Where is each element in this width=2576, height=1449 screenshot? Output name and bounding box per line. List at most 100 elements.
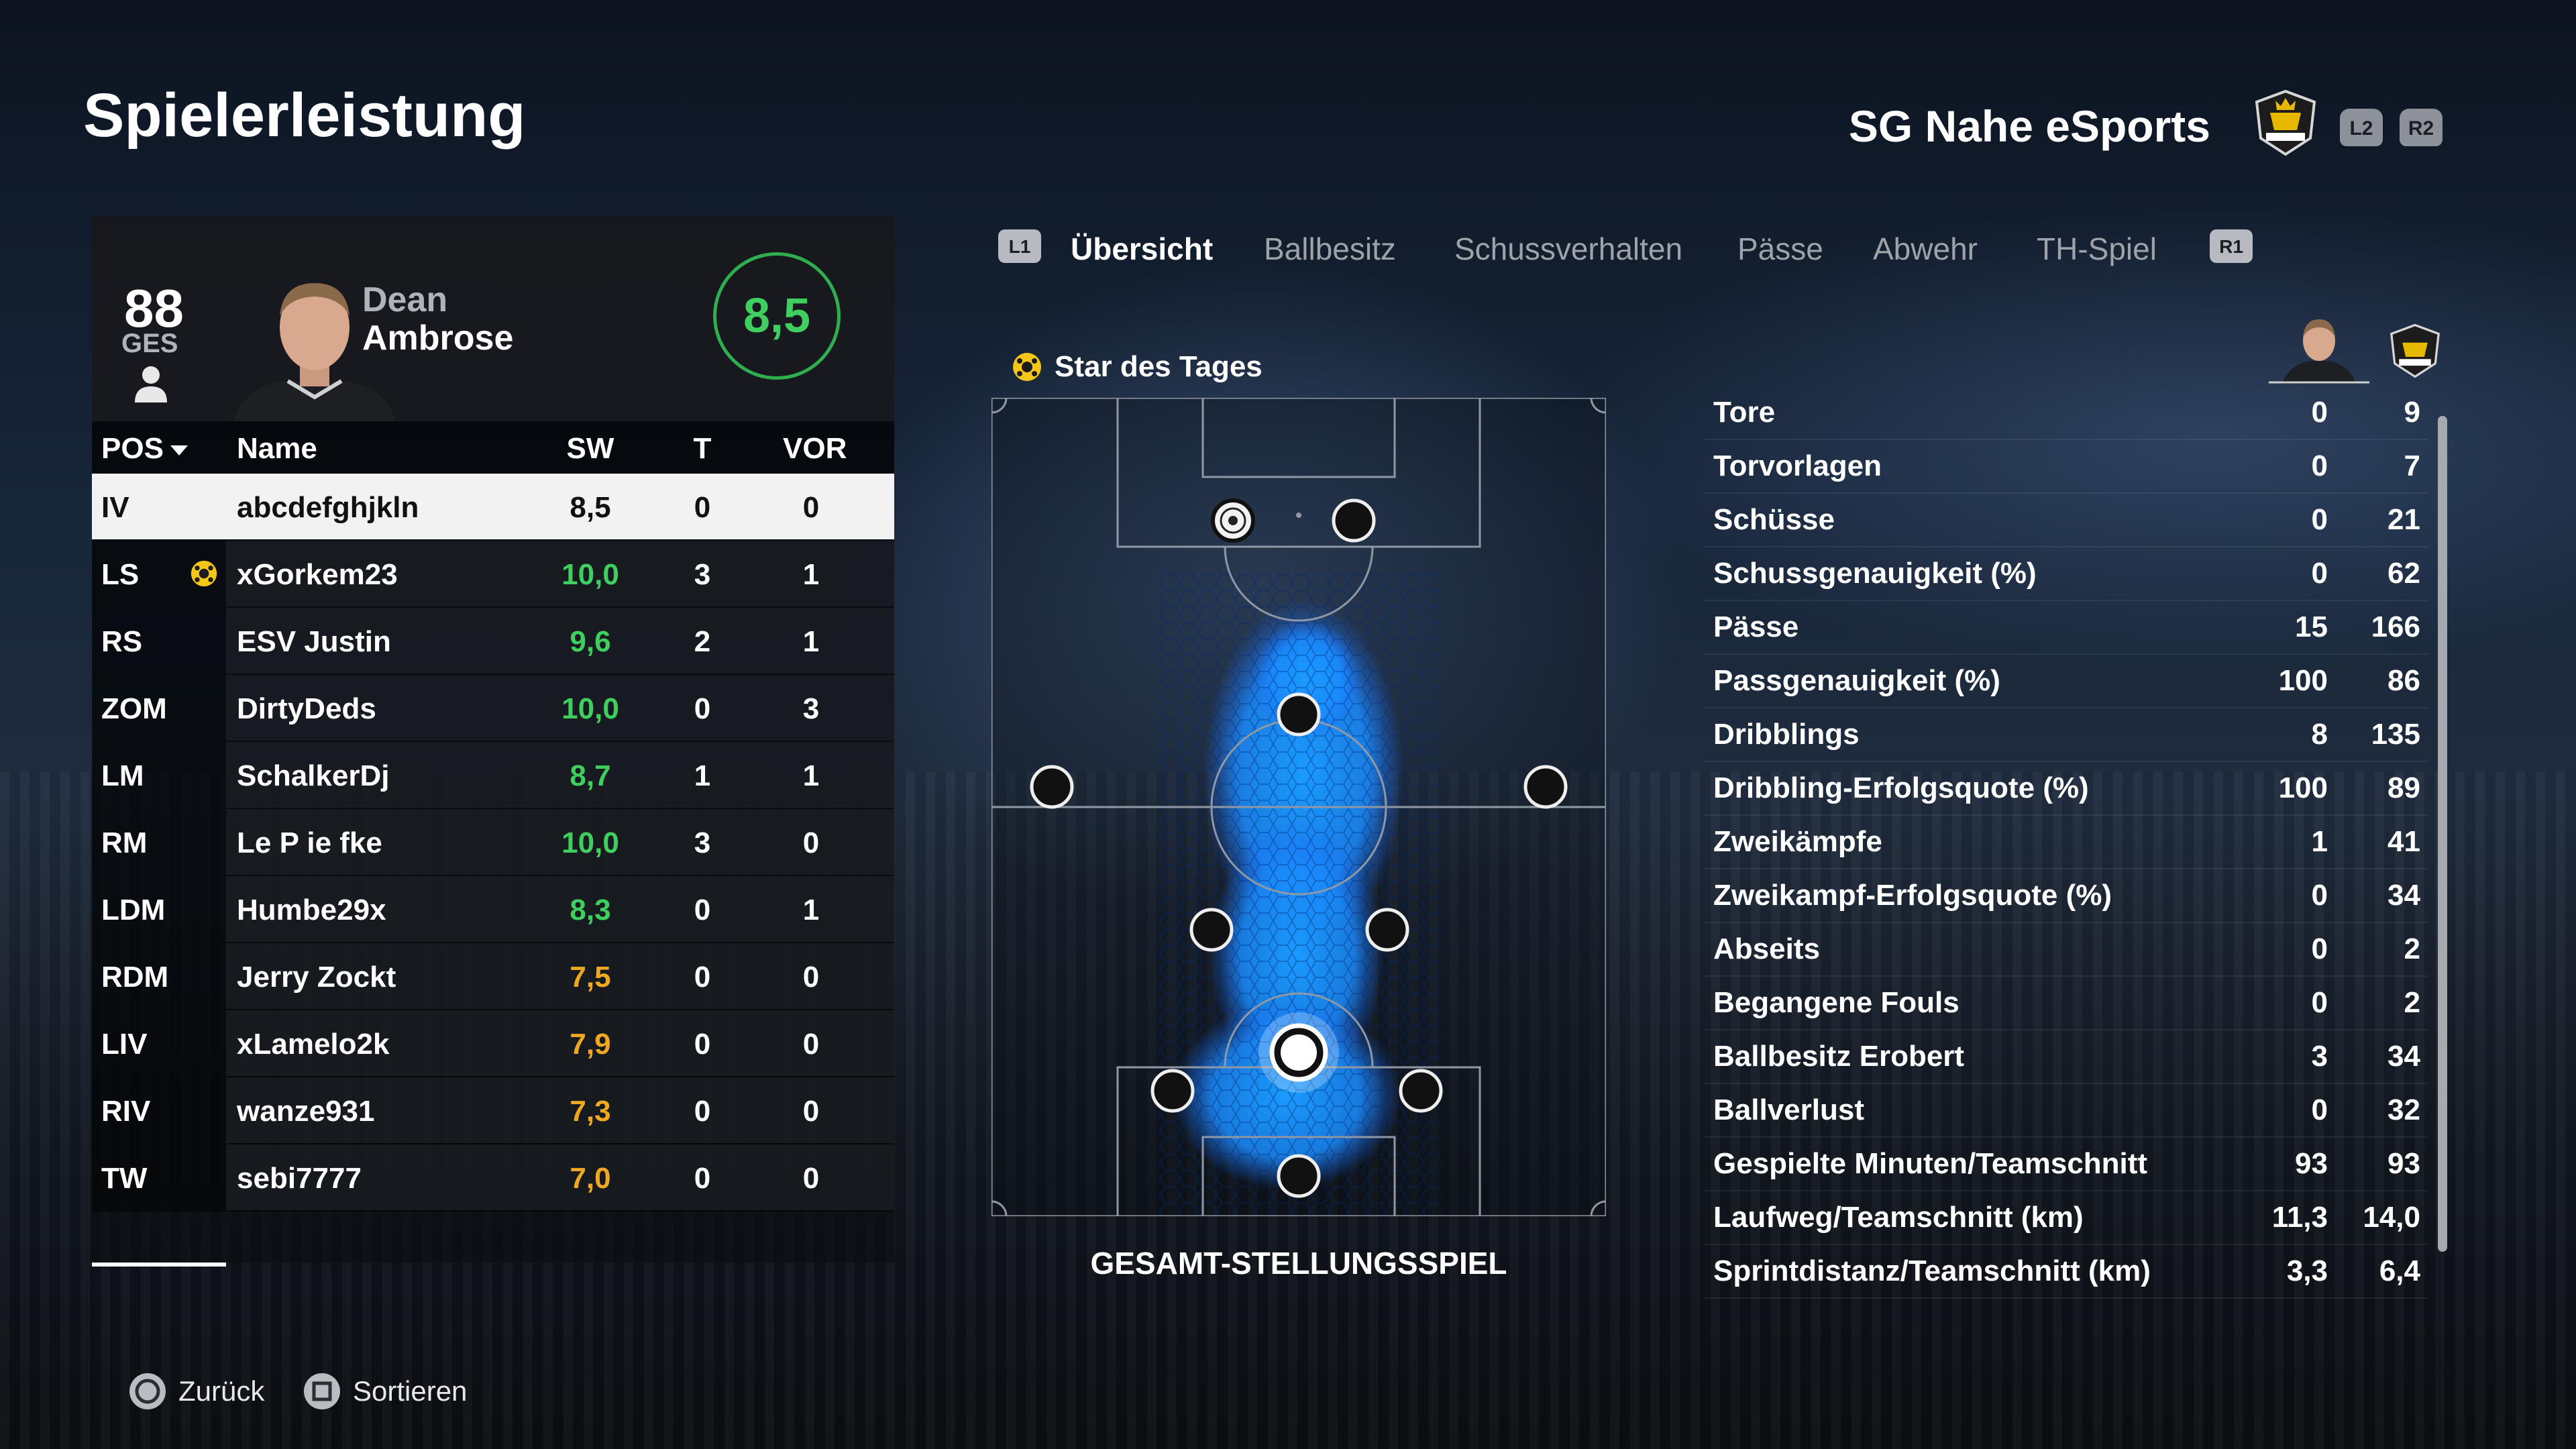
l2-button[interactable]: L2 <box>2340 109 2383 146</box>
player-rating: 10,0 <box>561 692 619 725</box>
name-cell <box>226 608 894 674</box>
stats-scrollbar[interactable] <box>2438 416 2447 1252</box>
pos-cell <box>92 1010 226 1076</box>
tab-schussverhalten[interactable]: Schussverhalten <box>1454 231 1683 266</box>
player-goals: 1 <box>694 759 711 792</box>
stat-row: Zweikämpfe 1 41 <box>1704 816 2428 869</box>
stat-player-value: 100 <box>2278 771 2328 804</box>
stat-team-value: 135 <box>2371 718 2420 751</box>
stat-team-value: 34 <box>2387 1040 2420 1073</box>
player-position: RM <box>101 826 148 859</box>
player-column-avatar <box>2269 319 2369 384</box>
pos-cell <box>92 876 226 942</box>
player-name: ESV Justin <box>237 625 391 658</box>
player-name: abcdefghjkln <box>237 491 419 524</box>
pos-cell <box>92 608 226 674</box>
team-column-crest-icon <box>2390 323 2440 378</box>
name-cell <box>226 675 894 741</box>
stat-label: Tore <box>1713 396 1776 429</box>
tab-ballbesitz[interactable]: Ballbesitz <box>1264 231 1396 266</box>
stats-scrollbar-thumb[interactable] <box>2438 416 2447 1252</box>
stat-player-value: 0 <box>2311 557 2328 590</box>
stat-row: Torvorlagen 0 7 <box>1704 440 2428 494</box>
l1-button[interactable]: L1 <box>998 229 1041 263</box>
player-rating: 8,7 <box>570 759 611 792</box>
player-assists: 0 <box>802 961 820 994</box>
player-row[interactable]: LIV xLamelo2k 7,9 0 0 <box>92 1010 894 1077</box>
stat-team-value: 62 <box>2387 557 2420 590</box>
player-name: Le P ie fke <box>237 826 382 859</box>
stat-player-value: 0 <box>2311 449 2328 482</box>
stat-row: Gespielte Minuten/Teamschnitt 93 93 <box>1704 1138 2428 1191</box>
stat-label: Zweikampf-Erfolgsquote (%) <box>1713 879 2112 912</box>
tab-paesse[interactable]: Pässe <box>1737 231 1823 266</box>
player-goals: 0 <box>694 894 711 926</box>
stat-team-value: 89 <box>2387 771 2420 804</box>
player-name: xLamelo2k <box>237 1028 390 1061</box>
circle-button-icon <box>129 1373 166 1409</box>
player-name: Humbe29x <box>237 894 386 926</box>
tab-th-spiel[interactable]: TH-Spiel <box>2037 231 2157 266</box>
stat-row: Pässe 15 166 <box>1704 601 2428 655</box>
stat-team-value: 7 <box>2404 449 2420 482</box>
r2-button[interactable]: R2 <box>2400 109 2443 146</box>
stat-label: Dribblings <box>1713 718 1860 751</box>
club-crest-icon <box>2255 89 2316 156</box>
stat-row: Tore 0 9 <box>1704 386 2428 440</box>
stat-team-value: 41 <box>2387 825 2420 858</box>
tab-uebersicht[interactable]: Übersicht <box>1071 231 1214 266</box>
stat-player-value: 0 <box>2311 1093 2328 1126</box>
person-icon <box>135 366 167 402</box>
stat-label: Abseits <box>1713 932 1820 965</box>
player-goals: 0 <box>694 1162 711 1195</box>
pos-cell <box>92 1144 226 1210</box>
column-t[interactable]: T <box>693 432 712 465</box>
table-header: POS Name SW T VOR <box>92 421 894 474</box>
positioning-heatmap <box>991 398 1606 1216</box>
player-rating: 7,5 <box>570 961 611 994</box>
player-row[interactable]: RDM Jerry Zockt 7,5 0 0 <box>92 943 894 1010</box>
stat-team-value: 21 <box>2387 503 2420 536</box>
player-row[interactable]: LS xGorkem23 10,0 3 1 <box>92 541 894 608</box>
name-cell <box>226 943 894 1009</box>
stat-player-value: 93 <box>2295 1147 2328 1180</box>
page-title: Spielerleistung <box>83 81 526 150</box>
r1-button[interactable]: R1 <box>2210 229 2253 263</box>
player-row[interactable]: LM SchalkerDj 8,7 1 1 <box>92 742 894 809</box>
player-goals: 0 <box>694 491 711 524</box>
player-row[interactable]: IV abcdefghjkln 8,5 0 0 <box>92 474 894 541</box>
player-assists: 1 <box>802 558 820 591</box>
player-portrait <box>234 283 395 421</box>
player-card: 88 GES Dean Ambrose 8,5 <box>92 216 894 421</box>
column-pos[interactable]: POS <box>101 432 188 466</box>
stat-player-value: 0 <box>2311 879 2328 912</box>
player-position: IV <box>101 491 129 524</box>
sort-label: Sortieren <box>353 1375 468 1407</box>
name-cell <box>226 541 894 606</box>
column-sw[interactable]: SW <box>566 432 614 465</box>
pos-cell <box>92 943 226 1009</box>
player-row[interactable]: TW sebi7777 7,0 0 0 <box>92 1144 894 1212</box>
player-row[interactable]: RIV wanze931 7,3 0 0 <box>92 1077 894 1144</box>
player-goals: 0 <box>694 1095 711 1128</box>
player-row[interactable]: RM Le P ie fke 10,0 3 0 <box>92 809 894 876</box>
player-position: LM <box>101 759 144 792</box>
stat-row: Laufweg/Teamschnitt (km) 11,3 14,0 <box>1704 1191 2428 1245</box>
overall-rating: 88 <box>124 278 184 338</box>
stat-player-value: 0 <box>2311 396 2328 429</box>
player-name: SchalkerDj <box>237 759 390 792</box>
column-name[interactable]: Name <box>237 432 317 465</box>
player-row[interactable]: LDM Humbe29x 8,3 0 1 <box>92 876 894 943</box>
stat-row: Dribbling-Erfolgsquote (%) 100 89 <box>1704 762 2428 816</box>
stat-label: Torvorlagen <box>1713 449 1882 482</box>
tab-abwehr[interactable]: Abwehr <box>1873 231 1978 266</box>
name-cell <box>226 876 894 942</box>
column-vor[interactable]: VOR <box>783 432 847 465</box>
player-position: RDM <box>101 961 169 994</box>
stat-row: Ballverlust 0 32 <box>1704 1084 2428 1138</box>
player-row[interactable]: RS ESV Justin 9,6 2 1 <box>92 608 894 675</box>
player-name: Jerry Zockt <box>237 961 396 994</box>
player-row[interactable]: ZOM DirtyDeds 10,0 0 3 <box>92 675 894 742</box>
stat-team-value: 32 <box>2387 1093 2420 1126</box>
stat-team-value: 34 <box>2387 879 2420 912</box>
